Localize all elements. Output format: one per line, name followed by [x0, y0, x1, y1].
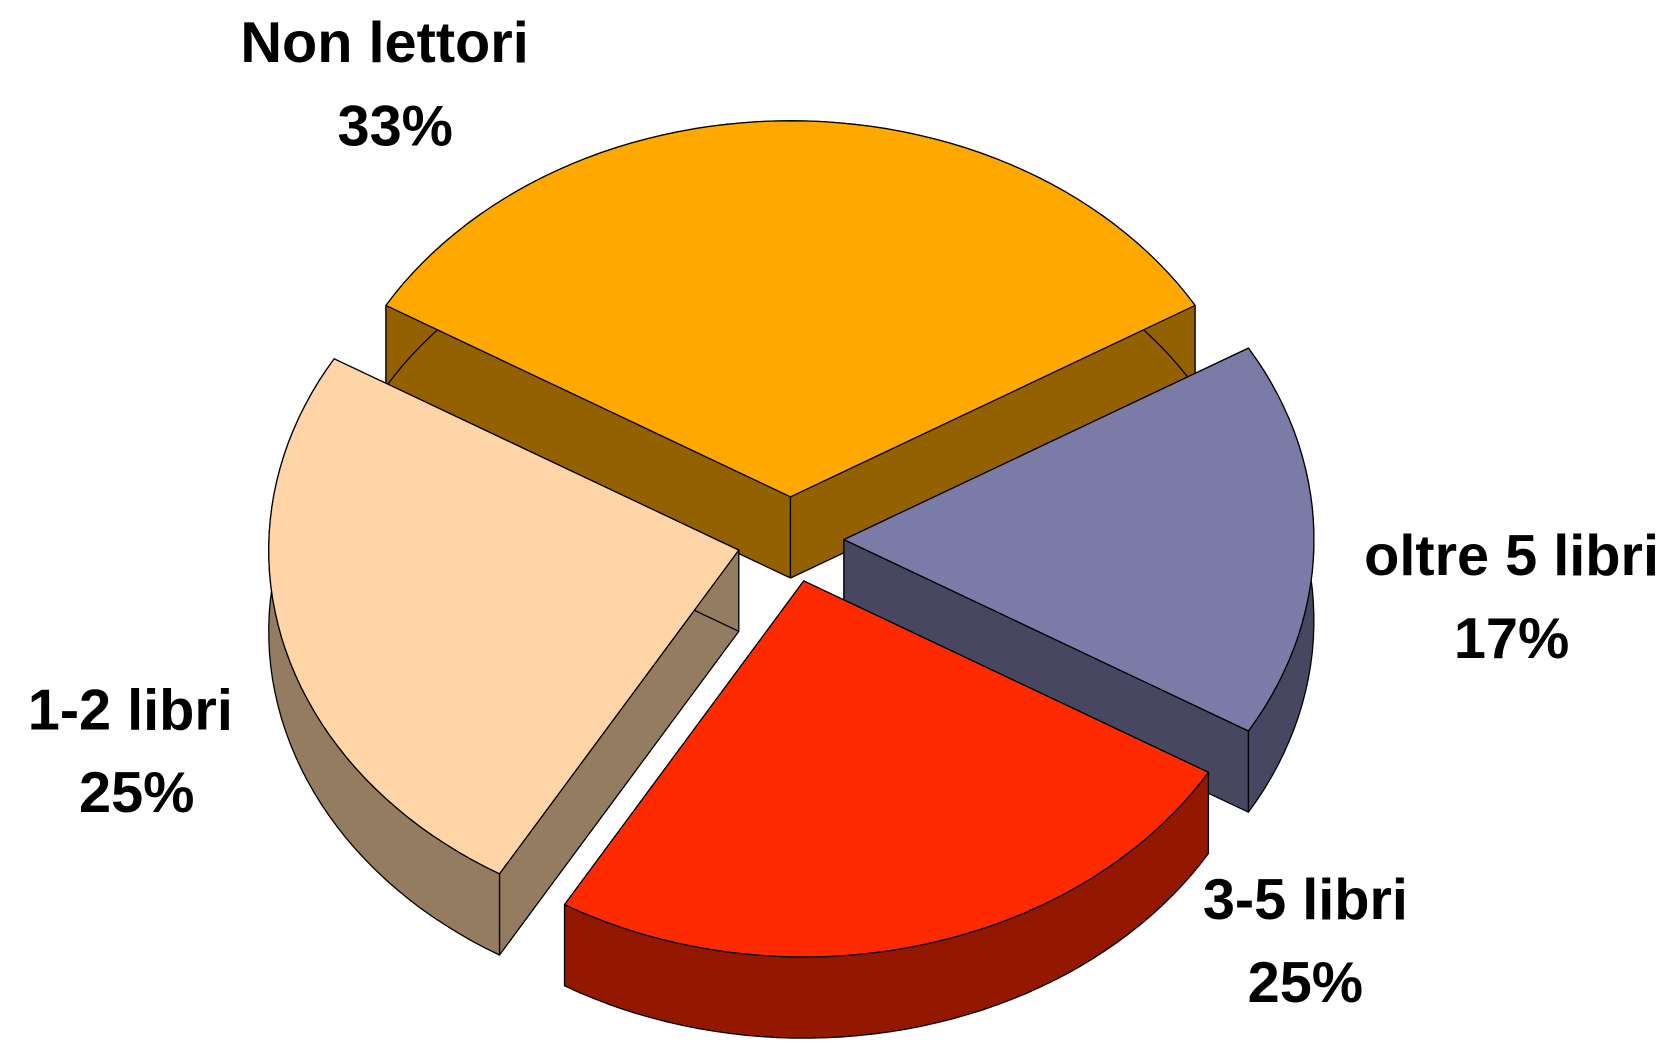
slice-label: oltre 5 libri — [1364, 524, 1659, 588]
pie-slice — [268, 358, 740, 956]
pie-slice — [563, 580, 1210, 1039]
slice-top — [268, 358, 740, 875]
slice-value-label: 33% — [338, 94, 453, 158]
slice-value-label: 17% — [1454, 607, 1569, 671]
slice-label: 1-2 libri — [28, 679, 233, 743]
slice-top — [563, 580, 1210, 958]
slice-value-label: 25% — [1248, 951, 1363, 1015]
slice-value-label: 25% — [79, 761, 194, 825]
slice-label: 3-5 libri — [1203, 868, 1408, 932]
pie-slice — [843, 347, 1315, 813]
slice-top — [385, 120, 1196, 498]
slice-label: Non lettori — [240, 11, 528, 75]
slice-top — [843, 347, 1315, 732]
